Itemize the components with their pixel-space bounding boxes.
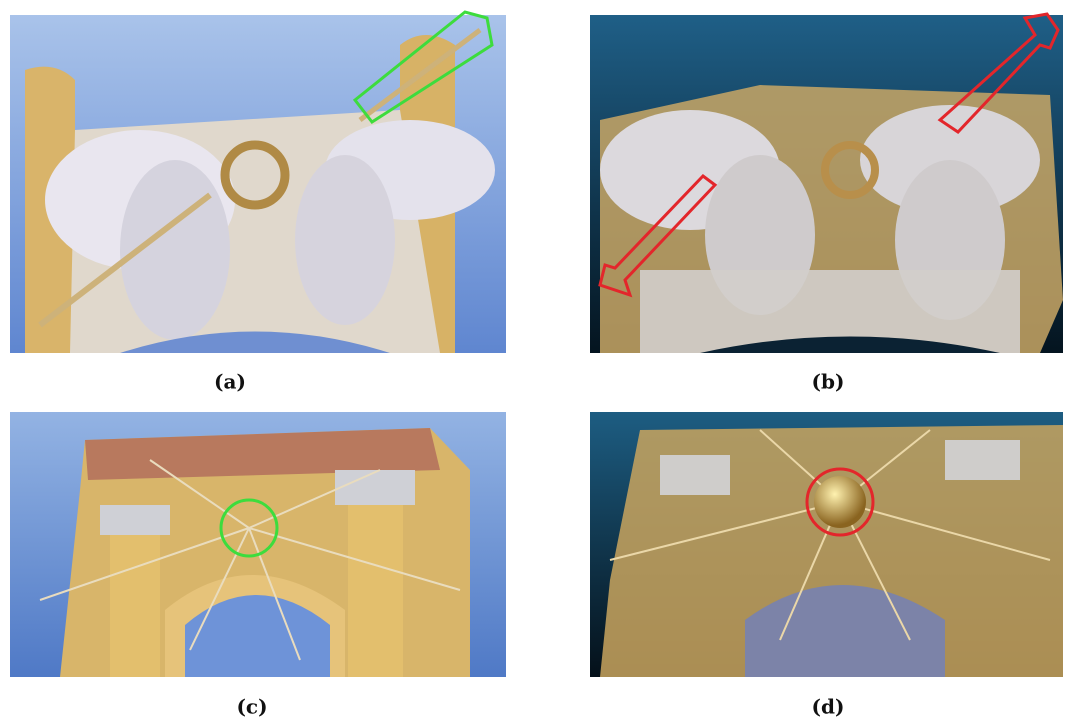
highlight xyxy=(937,12,1060,134)
caption: (b) xyxy=(812,370,845,394)
capital xyxy=(945,440,1020,480)
panel-c xyxy=(10,412,506,677)
rays xyxy=(39,459,461,661)
capital xyxy=(100,505,170,535)
wreath xyxy=(220,140,290,210)
wreath xyxy=(821,141,879,199)
highlight xyxy=(805,467,875,537)
capital xyxy=(660,455,730,495)
highlight xyxy=(352,10,494,125)
column xyxy=(348,495,403,677)
trumpet xyxy=(38,192,212,328)
capital xyxy=(335,470,415,505)
panel-a xyxy=(10,10,506,354)
ornament xyxy=(814,476,866,528)
highlight xyxy=(598,174,718,298)
caption: (c) xyxy=(236,695,267,719)
cornice xyxy=(85,428,440,480)
window xyxy=(185,595,330,677)
caption: (a) xyxy=(214,370,246,394)
figure-left xyxy=(120,160,230,340)
caption: (d) xyxy=(812,695,845,719)
panel-b xyxy=(590,12,1063,353)
trumpet xyxy=(358,28,482,122)
panel-d xyxy=(590,412,1063,677)
column xyxy=(110,525,160,677)
figure-right xyxy=(295,155,395,325)
arch xyxy=(120,331,390,353)
arch xyxy=(700,336,1000,353)
highlight xyxy=(219,498,279,558)
